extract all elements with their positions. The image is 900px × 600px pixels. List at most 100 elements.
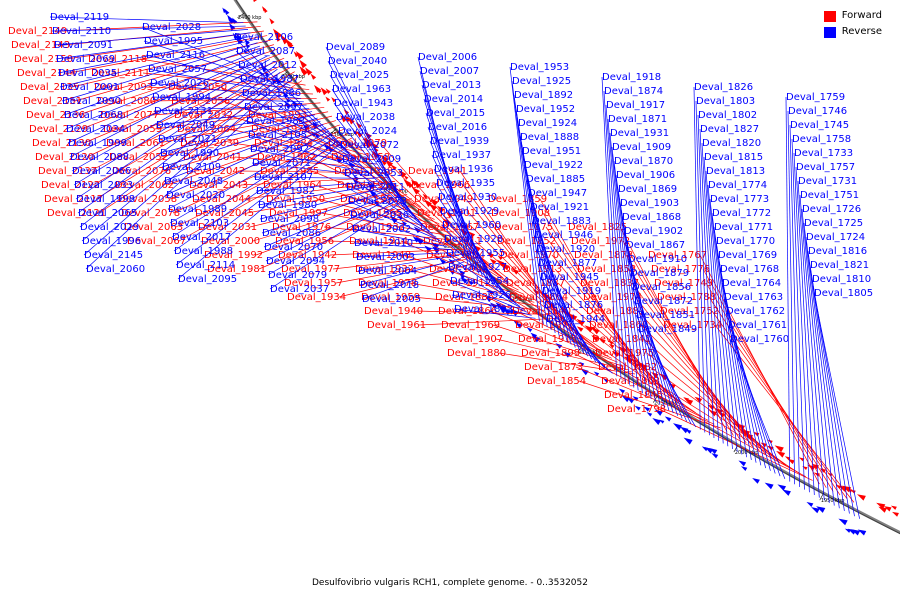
label-connector	[53, 29, 249, 46]
gene-label: Deval_1863	[601, 376, 660, 387]
label-connector	[317, 198, 449, 233]
gene-label: Deval_1969	[441, 320, 500, 331]
gene-label: Deval_1939	[430, 136, 489, 147]
gene-label: Deval_2020	[166, 190, 225, 201]
label-connector	[637, 328, 697, 428]
gene-label: Deval_1955	[446, 248, 505, 259]
gene-label: Deval_1998	[76, 194, 135, 205]
forward-gene-mark	[802, 466, 808, 471]
label-connector	[263, 193, 390, 248]
gene-label: Deval_1968	[429, 264, 488, 275]
forward-gene-mark	[502, 263, 510, 271]
label-connector	[258, 202, 417, 270]
gene-label: Deval_2043	[189, 180, 248, 191]
gene-label: Deval_1932	[355, 264, 414, 275]
gene-label: Deval_2059	[103, 124, 162, 135]
gene-label: Deval_2087	[236, 46, 295, 57]
gene-label: Deval_1841	[592, 334, 651, 345]
tick-label: 1950 kbp	[821, 498, 845, 504]
forward-gene-mark	[591, 327, 600, 335]
gene-label: Deval_1914	[349, 236, 408, 247]
forward-gene-mark	[437, 205, 445, 213]
gene-label: Deval_2103	[170, 218, 229, 229]
gene-label: Deval_2062	[115, 180, 174, 191]
reverse-gene-mark	[683, 437, 693, 445]
label-connector	[345, 186, 437, 238]
gene-label: Deval_1764	[722, 278, 781, 289]
label-connector	[255, 181, 378, 192]
label-connector	[609, 132, 635, 388]
forward-gene-mark	[608, 340, 614, 345]
gene-label: Deval_1849	[638, 324, 697, 335]
label-connector	[545, 318, 613, 374]
reverse-gene-mark	[460, 276, 468, 284]
gene-label: Deval_1745	[790, 120, 849, 131]
gene-label: Deval_1873	[524, 362, 583, 373]
label-connector	[77, 68, 278, 214]
reverse-gene-mark	[485, 297, 492, 303]
gene-label: Deval_1916	[337, 180, 396, 191]
forward-gene-mark	[584, 325, 594, 333]
label-connector	[167, 127, 327, 210]
gene-label: Deval_2151	[23, 96, 82, 107]
gene-label: Deval_2026	[150, 78, 209, 89]
gene-label: Deval_1820	[702, 138, 761, 149]
reverse-gene-mark	[777, 484, 787, 491]
forward-gene-mark	[325, 96, 331, 102]
gene-label: Deval_1774	[708, 180, 767, 191]
reverse-gene-mark	[488, 290, 494, 296]
gene-label: Deval_1854	[527, 376, 586, 387]
gene-label: Deval_1734	[663, 320, 722, 331]
legend: Forward Reverse	[823, 8, 882, 40]
forward-gene-mark	[293, 51, 299, 58]
label-connector	[65, 49, 263, 130]
label-connector	[253, 176, 374, 179]
gene-label: Deval_2072	[340, 140, 399, 151]
tick-label: 2000 kbp	[735, 450, 759, 456]
reverse-gene-mark	[634, 405, 641, 411]
gene-label: Deval_2088	[70, 152, 129, 163]
gene-label: Deval_1971	[515, 320, 574, 331]
label-connector	[169, 128, 344, 200]
tick-mark	[237, 12, 245, 18]
forward-gene-mark	[310, 73, 317, 80]
label-connector	[77, 48, 278, 116]
forward-gene-mark	[694, 396, 703, 403]
gene-label: Deval_2003	[356, 252, 415, 263]
gene-label: Deval_2056	[171, 96, 230, 107]
label-connector	[145, 54, 296, 93]
label-connector	[633, 300, 687, 422]
gene-label: Deval_2130	[32, 138, 91, 149]
label-connector	[178, 142, 357, 242]
gene-label: Deval_1776	[651, 264, 710, 275]
gene-label: Deval_2024	[338, 126, 397, 137]
gene-label: Deval_1911	[423, 236, 482, 247]
label-connector	[357, 255, 458, 272]
gene-label: Deval_2011	[346, 182, 405, 193]
gene-label: Deval_1901	[417, 208, 476, 219]
gene-label: Deval_1927	[448, 262, 507, 273]
gene-label: Deval_1724	[806, 232, 865, 243]
gene-label: Deval_1802	[698, 110, 757, 121]
label-connector	[243, 180, 394, 200]
reverse-gene-mark	[621, 395, 631, 403]
label-connector	[813, 292, 860, 519]
label-connector	[326, 240, 464, 246]
gene-label: Deval_2078	[121, 208, 180, 219]
label-connector	[615, 174, 648, 397]
gene-label: Deval_2073	[348, 196, 407, 207]
gene-label: Deval_2105	[248, 130, 307, 141]
label-connector	[320, 212, 454, 237]
gene-label: Deval_1972	[571, 236, 630, 247]
gene-label: Deval_1869	[618, 184, 677, 195]
gene-label: Deval_2149	[8, 26, 67, 37]
gene-label: Deval_2057	[148, 64, 207, 75]
gene-label: Deval_2095	[178, 274, 237, 285]
reverse-gene-mark	[401, 220, 407, 226]
reverse-gene-mark	[467, 280, 474, 286]
gene-label: Deval_1997	[269, 208, 328, 219]
label-connector	[69, 55, 268, 158]
label-connector	[151, 102, 321, 116]
label-connector	[361, 261, 465, 300]
gene-label: Deval_1936	[434, 164, 493, 175]
